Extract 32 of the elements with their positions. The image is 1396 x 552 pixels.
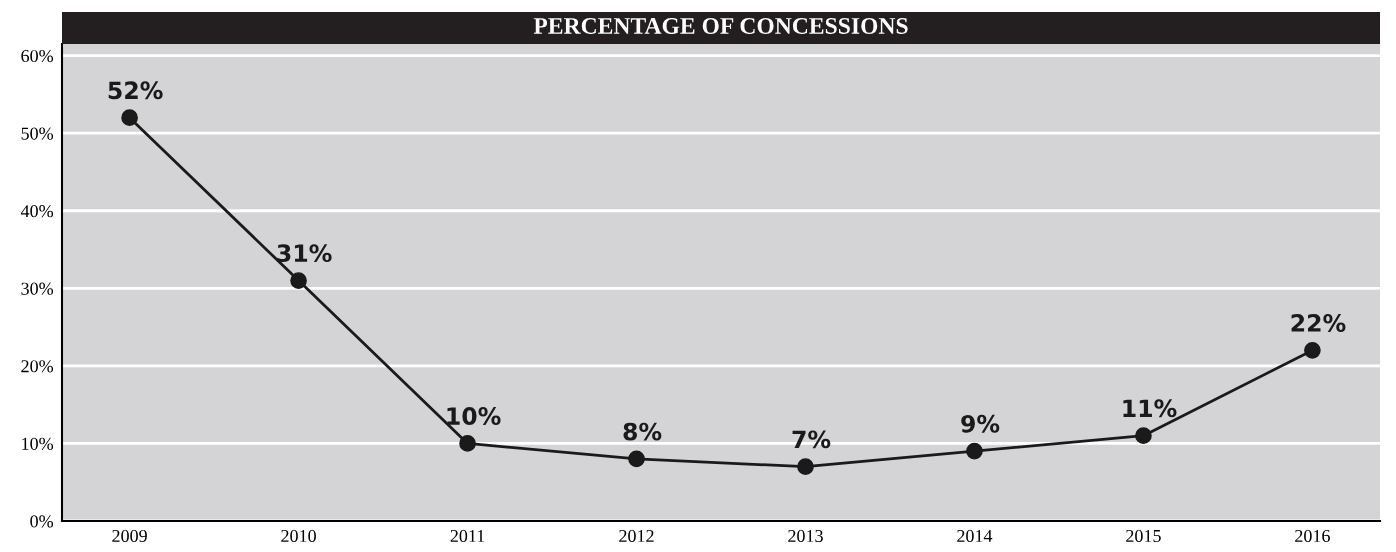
x-tick-label: 2012 — [619, 529, 654, 543]
text: 31% — [277, 244, 332, 263]
text: 8% — [623, 422, 662, 441]
y-tick-label: 60% — [21, 49, 54, 63]
y-tick-label: 50% — [21, 127, 54, 140]
point — [966, 442, 983, 460]
point — [628, 450, 645, 468]
point — [121, 109, 138, 127]
point — [459, 435, 476, 452]
x-tick-label: 2015 — [1126, 529, 1161, 543]
chart-title: PERCENTAGE OF CONCESSIONS — [533, 18, 908, 34]
text: 22% — [1291, 314, 1346, 332]
point — [1135, 427, 1152, 445]
x-tick-label: 2014 — [957, 529, 993, 543]
y-tick-label: 0% — [30, 515, 54, 528]
point — [1304, 342, 1321, 359]
text: 11% — [1123, 399, 1177, 418]
y-tick-label: 40% — [20, 205, 54, 218]
x-tick-label: 2010 — [281, 529, 316, 543]
text: 10% — [447, 407, 501, 425]
y-tick-label: 30% — [21, 282, 54, 295]
x-tick-label: 2009 — [112, 529, 147, 543]
point — [290, 272, 307, 289]
text: 9% — [961, 414, 1000, 433]
text: 7% — [792, 430, 831, 449]
point — [797, 458, 814, 476]
x-tick-label: 2016 — [1295, 529, 1330, 543]
text: 52% — [108, 81, 163, 100]
y-tick-label: 20% — [21, 360, 54, 373]
x-tick-label: 2011 — [450, 529, 485, 543]
y-tick-label: 10% — [22, 437, 54, 450]
x-tick-label: 2013 — [788, 529, 823, 543]
